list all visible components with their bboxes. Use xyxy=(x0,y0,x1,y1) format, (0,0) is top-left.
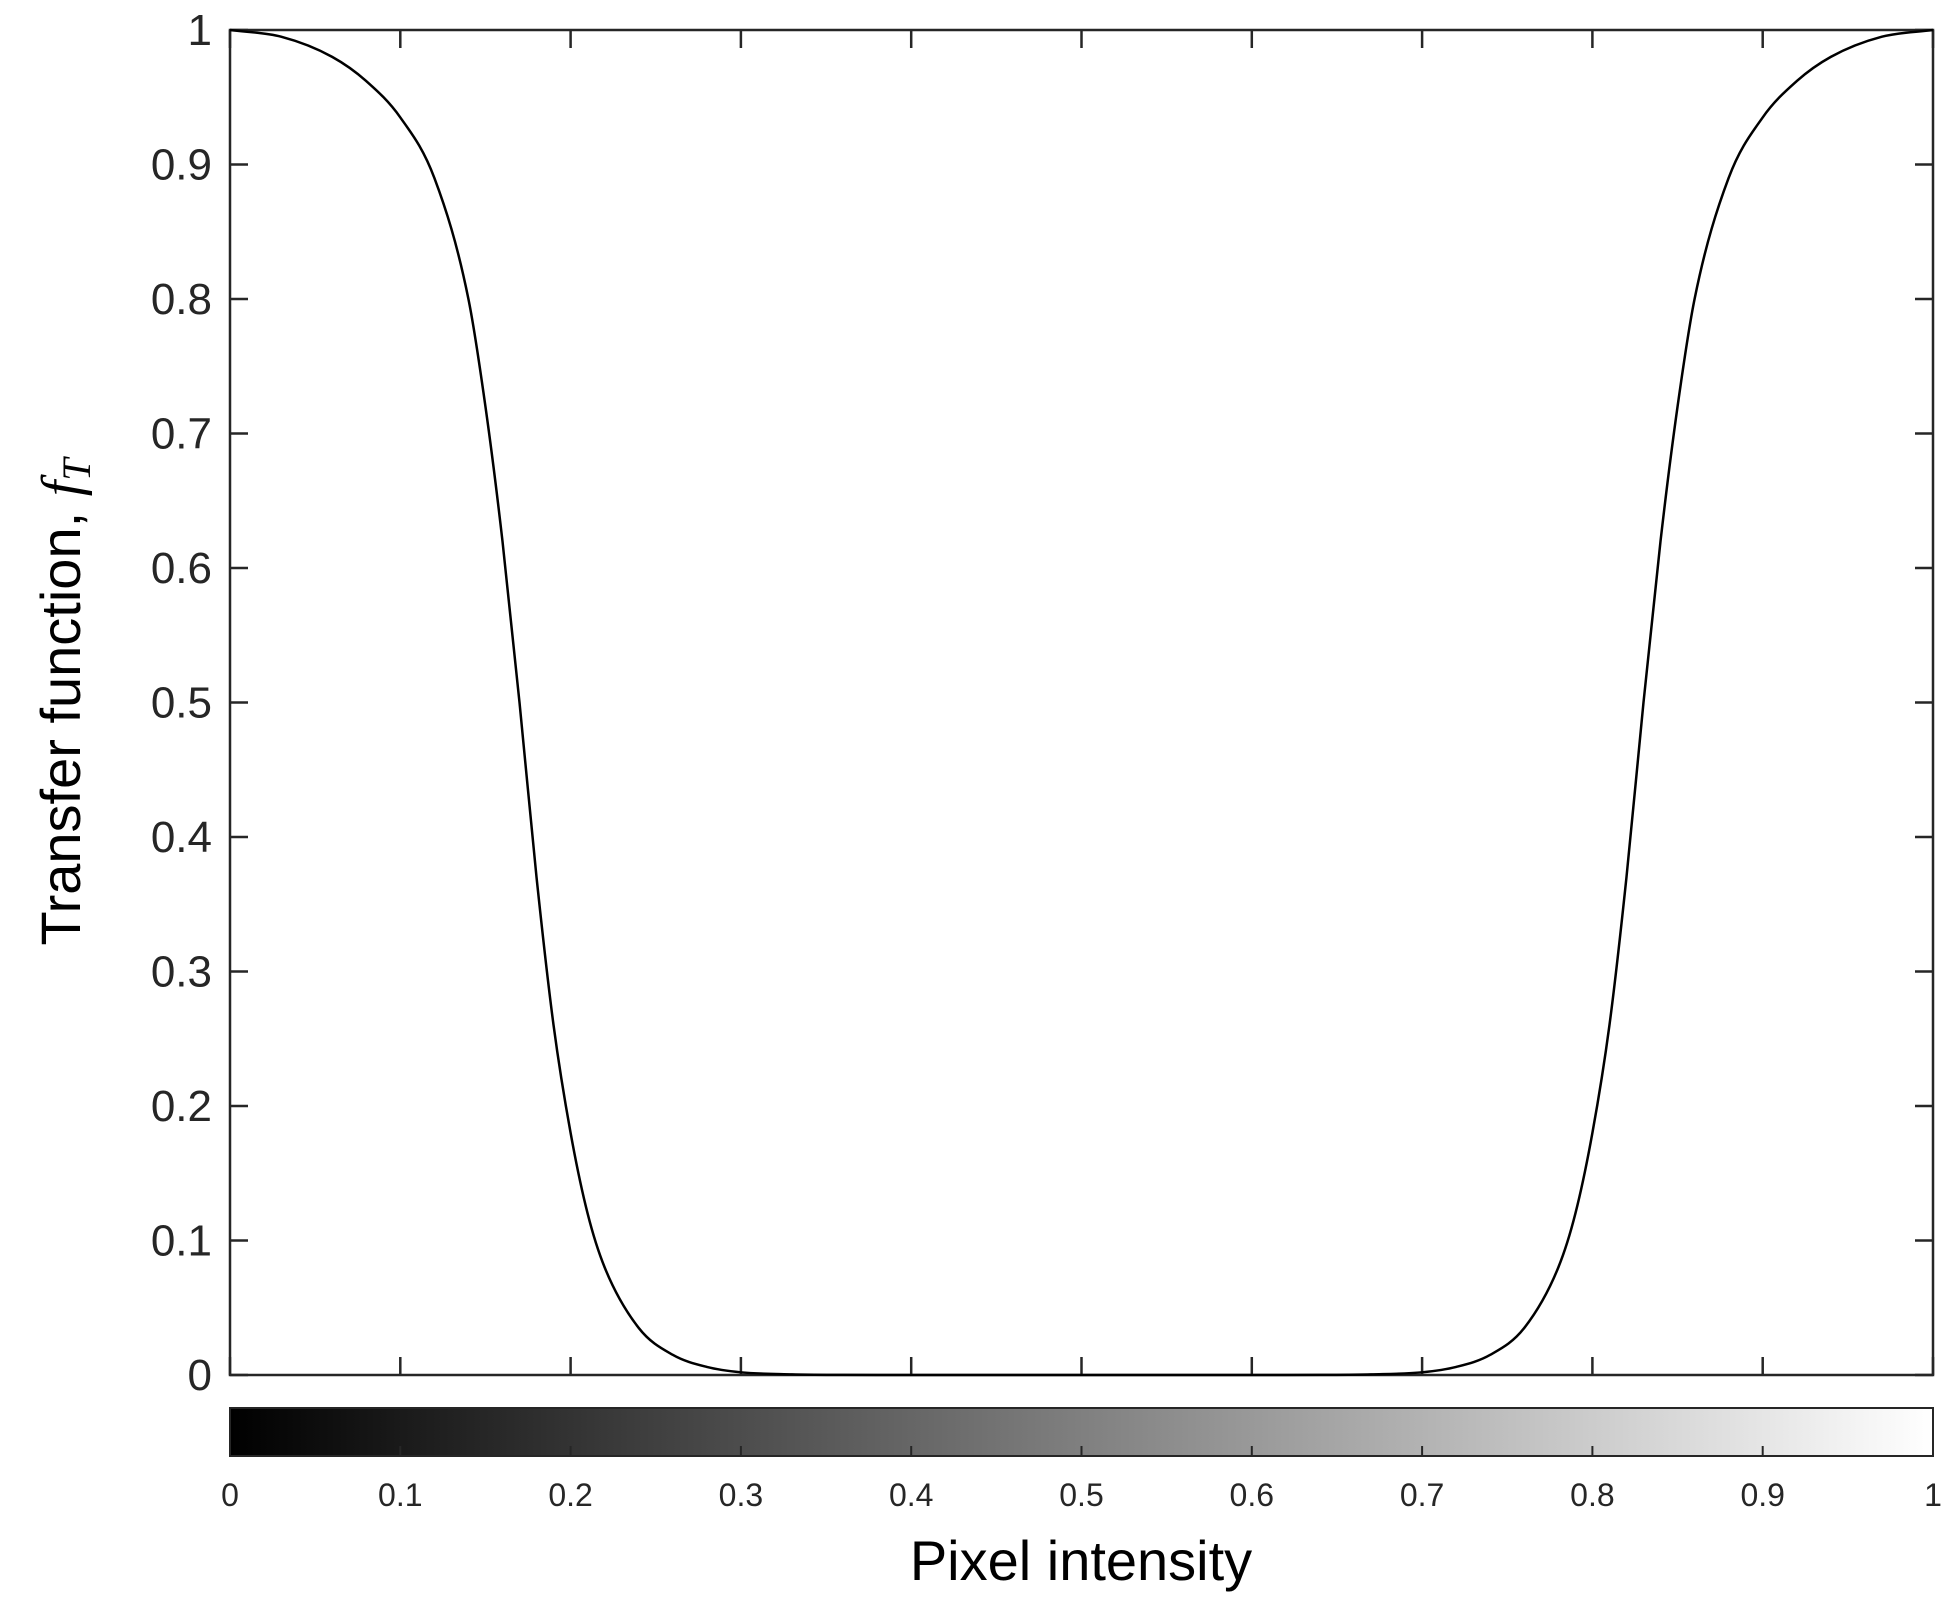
y-axis-ticks xyxy=(230,28,1933,1377)
y-axis-title: Transfer function, fT xyxy=(29,456,99,946)
y-tick-label: 0.4 xyxy=(151,813,212,862)
y-tick-label: 0.8 xyxy=(151,275,212,324)
y-axis-title-text: Transfer function, xyxy=(29,496,92,945)
colorbar-tick-label: 0.2 xyxy=(548,1477,592,1513)
y-tick-label: 0.2 xyxy=(151,1082,212,1131)
y-tick-label: 1 xyxy=(188,6,212,55)
colorbar-tick-label: 0.5 xyxy=(1059,1477,1103,1513)
colorbar-tick-label: 0.1 xyxy=(378,1477,422,1513)
y-axis-title-subscript: T xyxy=(54,456,99,481)
colorbar-tick-label: 0.3 xyxy=(719,1477,763,1513)
colorbar-tick-label: 0.7 xyxy=(1400,1477,1444,1513)
plot-area xyxy=(228,28,1935,1377)
y-tick-label: 0.3 xyxy=(151,948,212,997)
colorbar-tick-label: 0.8 xyxy=(1570,1477,1614,1513)
colorbar-tick-label: 1 xyxy=(1924,1477,1942,1513)
x-axis-ticks xyxy=(228,30,1935,1375)
colorbar-ticks xyxy=(229,1446,1934,1456)
y-tick-label: 0.1 xyxy=(151,1217,212,1266)
colorbar-tick-label: 0.4 xyxy=(889,1477,933,1513)
colorbar-tick-label: 0.9 xyxy=(1740,1477,1784,1513)
transfer-function-line xyxy=(229,28,1934,1377)
x-axis-title: Pixel intensity xyxy=(910,1529,1252,1592)
y-tick-label: 0.5 xyxy=(151,679,212,728)
colorbar-tick-label: 0 xyxy=(221,1477,239,1513)
y-tick-label: 0.6 xyxy=(151,544,212,593)
y-tick-label: 0.7 xyxy=(151,410,212,459)
y-axis-tick-labels: 0 0.1 0.2 0.3 0.4 0.5 0.6 0.7 0.8 0.9 1 xyxy=(151,6,212,1400)
colorbar-tick-labels: 0 0.1 0.2 0.3 0.4 0.5 0.6 0.7 0.8 0.9 1 xyxy=(221,1477,1942,1513)
y-tick-label: 0 xyxy=(188,1351,212,1400)
y-tick-label: 0.9 xyxy=(151,141,212,190)
colorbar-tick-label: 0.6 xyxy=(1230,1477,1274,1513)
